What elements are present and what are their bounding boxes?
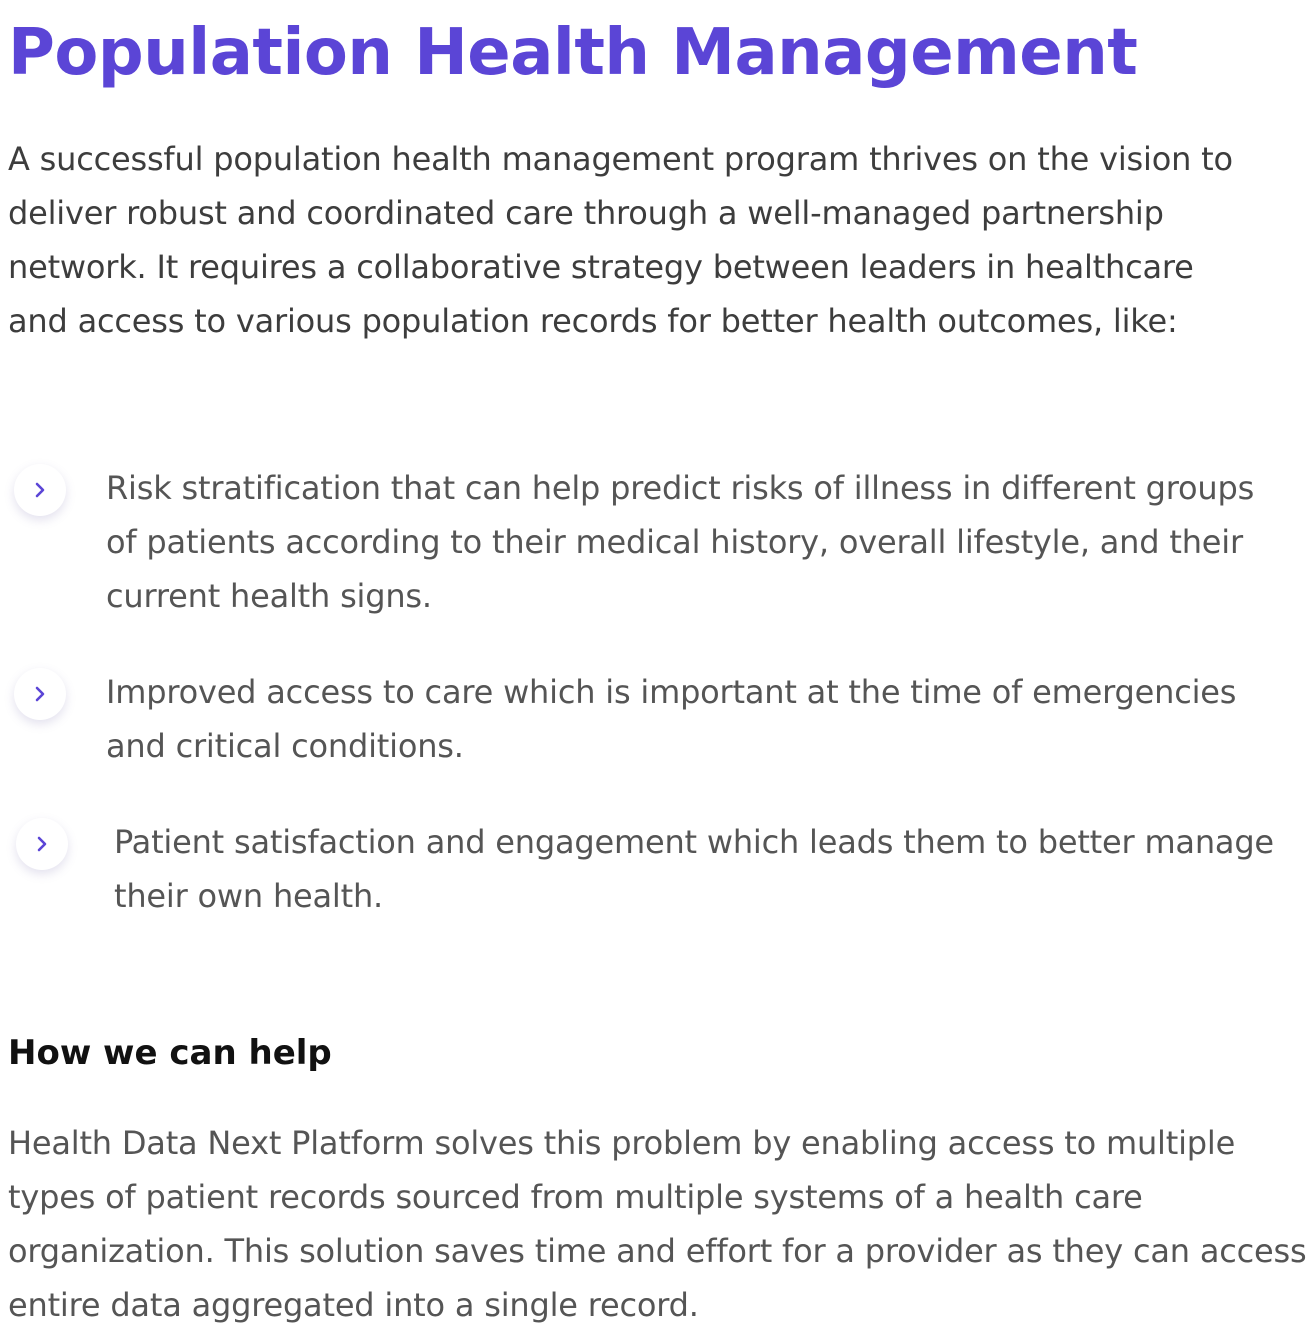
intro-paragraph: A successful population health managemen… <box>8 140 1233 340</box>
help-paragraph: Health Data Next Platform solves this pr… <box>8 1124 1307 1324</box>
chevron-right-icon <box>14 464 66 516</box>
section-heading: How we can help <box>8 1033 332 1073</box>
benefit-text: Patient satisfaction and engagement whic… <box>114 823 1274 915</box>
page-title: Population Health Management <box>8 16 1138 90</box>
benefit-text: Risk stratification that can help predic… <box>106 469 1255 615</box>
chevron-right-icon <box>16 818 68 870</box>
benefit-text: Improved access to care which is importa… <box>106 673 1237 765</box>
chevron-right-icon <box>14 668 66 720</box>
